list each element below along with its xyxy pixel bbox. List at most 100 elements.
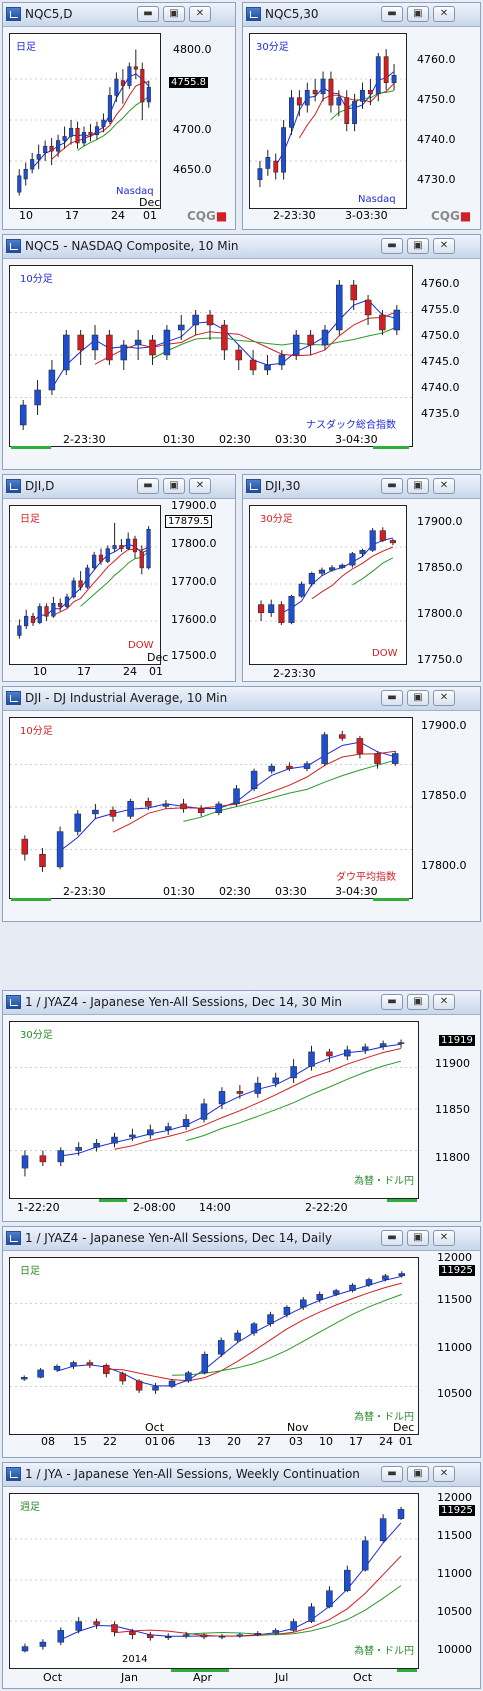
session-bar [397,1669,417,1672]
restore-button[interactable]: ▣ [163,6,185,22]
candle-body [361,1540,369,1571]
x-tick: 2-22:20 [305,1201,348,1214]
candle-body [264,364,271,371]
candle-body [290,1621,297,1631]
candle-body [316,1294,323,1301]
restore-button[interactable]: ▣ [407,1230,429,1246]
close-button[interactable]: ✕ [433,994,455,1010]
candle-body [200,1634,208,1638]
close-button[interactable]: ✕ [433,1466,455,1482]
chart-plot[interactable]: 30分足 為替・ドル円 [9,1021,419,1199]
timeframe-label: 30分足 [20,1030,53,1041]
close-button[interactable]: ✕ [433,6,455,22]
session-bar [171,1669,229,1672]
chart-plot[interactable]: 10分足 ダウ平均指数 [9,717,413,899]
chart-icon [6,1467,21,1481]
candle-body [37,1369,44,1378]
title-bar[interactable]: 1 / JYAZ4 - Japanese Yen-All Sessions, D… [3,1227,480,1251]
title-bar[interactable]: NQC5 - NASDAQ Composite, 10 Min ▬ ▣ ✕ [3,235,480,259]
restore-button[interactable]: ▣ [163,478,185,494]
candle-body [197,808,205,813]
chart-svg [250,49,406,188]
title-bar[interactable]: 1 / JYAZ4 - Japanese Yen-All Sessions, D… [3,991,480,1015]
minimize-button[interactable]: ▬ [381,994,403,1010]
chart-plot[interactable]: 10分足 ナスダック総合指数 [9,265,413,447]
close-button[interactable]: ✕ [433,690,455,706]
close-button[interactable]: ✕ [433,1230,455,1246]
candle-body [168,1380,176,1387]
candle-body [93,1142,100,1148]
title-bar[interactable]: DJI,D ▬ ▣ ✕ [3,475,235,499]
chart-svg [10,1271,418,1394]
chart-svg [10,730,412,872]
restore-button[interactable]: ▣ [407,994,429,1010]
title-bar[interactable]: NQC5,D ▬ ▣ ✕ [3,3,235,27]
close-button[interactable]: ✕ [433,478,455,494]
chart-plot[interactable]: 日足 Nasdaq [9,33,161,209]
window-title: NQC5,30 [265,7,319,21]
close-button[interactable]: ✕ [433,238,455,254]
window-title: 1 / JYAZ4 - Japanese Yen-All Sessions, D… [25,1231,333,1245]
candle-body [75,127,80,144]
minimize-button[interactable]: ▬ [381,1230,403,1246]
candle-body [321,329,329,346]
chart-plot[interactable]: 週足 為替・ドル円 2014 [9,1493,419,1669]
chart-plot[interactable]: 30分足 DOW [249,505,407,665]
minimize-button[interactable]: ▬ [381,690,403,706]
x-tick: Oct [43,1671,63,1684]
restore-button[interactable]: ▣ [407,6,429,22]
candle-body [236,1634,244,1637]
candle-body [64,596,70,607]
moving-average-line [114,1555,402,1637]
window-jyaz4-daily: 1 / JYAZ4 - Japanese Yen-All Sessions, D… [2,1226,481,1458]
x-tick: 02:30 [219,885,251,898]
restore-button[interactable]: ▣ [407,690,429,706]
minimize-button[interactable]: ▬ [137,478,159,494]
x-tick: 17 [77,665,91,678]
candle-body [21,1155,29,1169]
candle-body [56,140,61,152]
candle-body [221,324,228,351]
restore-button[interactable]: ▣ [407,238,429,254]
title-bar[interactable]: DJI - DJ Industrial Average, 10 Min ▬ ▣ … [3,687,480,711]
y-tick: 4750.0 [421,329,460,342]
minimize-button[interactable]: ▬ [137,6,159,22]
title-bar[interactable]: 1 / JYA - Japanese Yen-All Sessions, Wee… [3,1463,480,1487]
restore-button[interactable]: ▣ [407,478,429,494]
candle-body [119,545,124,549]
chart-svg [10,1506,418,1653]
window-jya-weekly: 1 / JYA - Japanese Yen-All Sessions, Wee… [2,1462,481,1689]
close-button[interactable]: ✕ [189,478,211,494]
y-tick: 4760.0 [421,277,460,290]
chart-plot[interactable]: 日足 DOW [9,505,161,665]
timeframe-label: 日足 [20,1266,40,1277]
minimize-button[interactable]: ▬ [381,238,403,254]
candle-body [134,339,142,346]
candle-body [132,538,138,553]
close-button[interactable]: ✕ [189,6,211,22]
restore-button[interactable]: ▣ [407,1466,429,1482]
minimize-button[interactable]: ▬ [381,478,403,494]
window-dji-30min: DJI,30 ▬ ▣ ✕ 30分足 DOW 17900.0 17850.0 17… [242,474,481,682]
moving-average-line [281,537,394,614]
month-label: Dec [139,196,161,209]
candle-body [62,136,67,141]
title-bar[interactable]: DJI,30 ▬ ▣ ✕ [243,475,480,499]
y-tick: 17850.0 [421,789,467,802]
minimize-button[interactable]: ▬ [381,1466,403,1482]
candle-body [145,801,152,807]
candle-body [332,1290,340,1295]
chart-plot[interactable]: 日足 為替・ドル円 [9,1257,419,1435]
candle-body [119,1373,126,1382]
candle-body [71,580,76,598]
chart-plot[interactable]: 30分足 Nasdaq [249,33,407,209]
candle-body [20,1377,28,1380]
x-tick: 17 [349,1435,363,1448]
minimize-button[interactable]: ▬ [381,6,403,22]
y-tick: 4750.0 [417,93,456,106]
candle-body [369,530,376,551]
candle-body [326,1590,333,1608]
title-bar[interactable]: NQC5,30 ▬ ▣ ✕ [243,3,480,27]
window-jyaz4-30min: 1 / JYAZ4 - Japanese Yen-All Sessions, D… [2,990,481,1222]
candle-body [300,1299,307,1308]
